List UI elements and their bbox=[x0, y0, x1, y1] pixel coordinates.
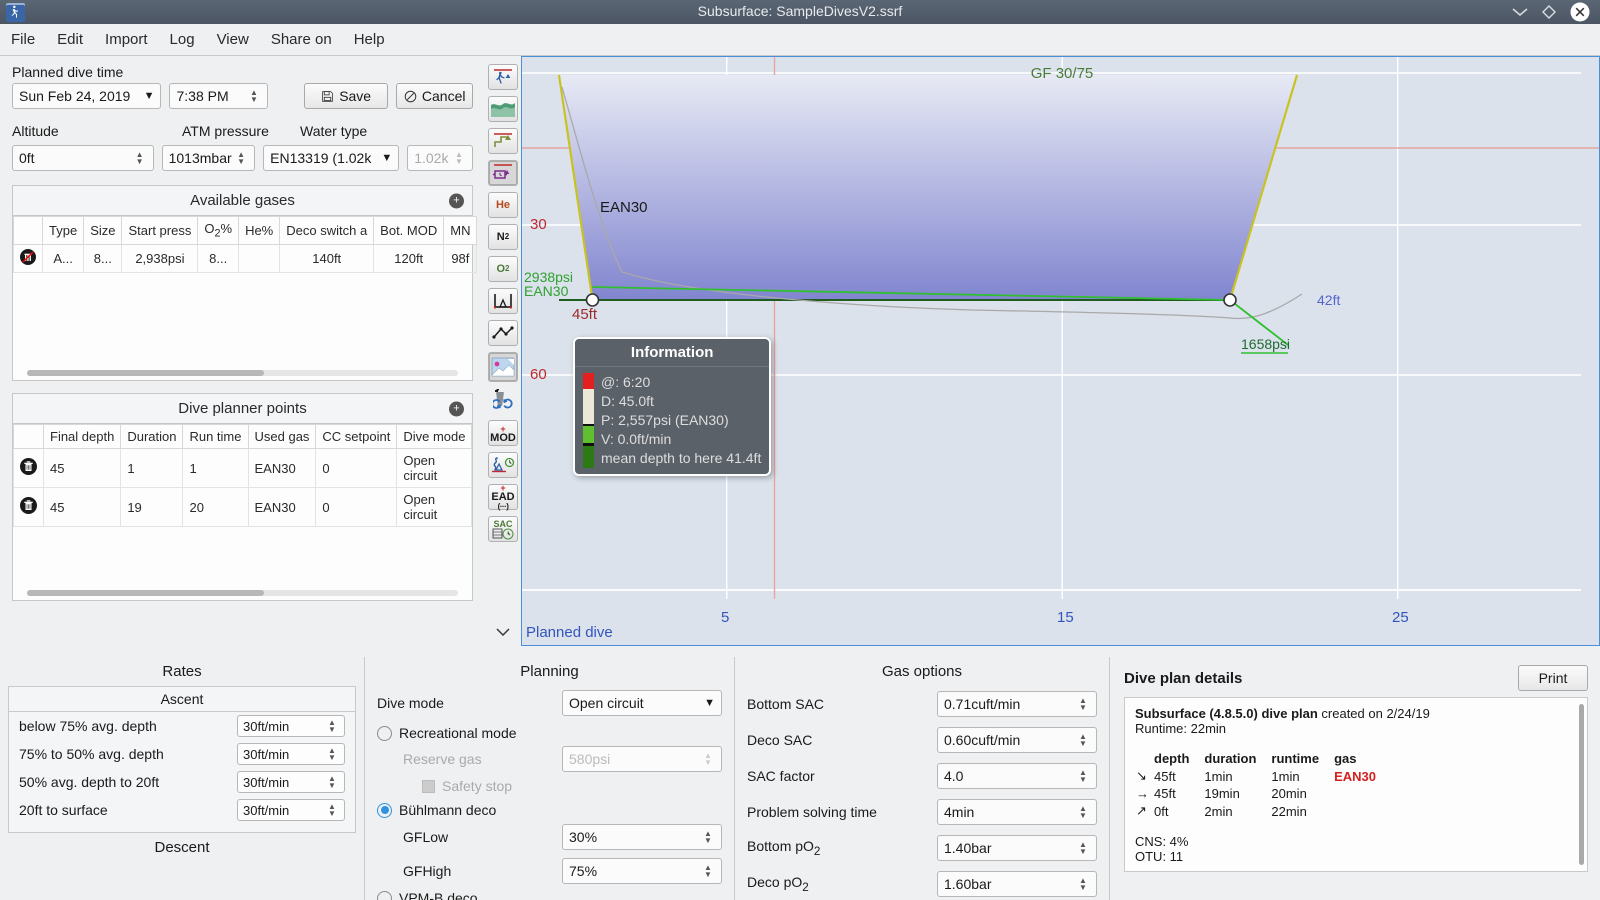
svg-text:GF 30/75: GF 30/75 bbox=[1031, 65, 1094, 82]
svg-text:15: 15 bbox=[1057, 609, 1074, 626]
svg-text:25: 25 bbox=[1392, 609, 1409, 626]
svg-text:45ft: 45ft bbox=[572, 306, 598, 323]
svg-text:42ft: 42ft bbox=[1317, 292, 1340, 308]
svg-text:Planned dive: Planned dive bbox=[526, 624, 613, 641]
svg-text:EAN30: EAN30 bbox=[524, 283, 569, 299]
svg-text:60: 60 bbox=[530, 366, 547, 383]
svg-text:1658psi: 1658psi bbox=[1241, 336, 1290, 352]
svg-text:EAN30: EAN30 bbox=[600, 199, 648, 216]
svg-text:5: 5 bbox=[721, 609, 729, 626]
svg-text:30: 30 bbox=[530, 216, 547, 233]
